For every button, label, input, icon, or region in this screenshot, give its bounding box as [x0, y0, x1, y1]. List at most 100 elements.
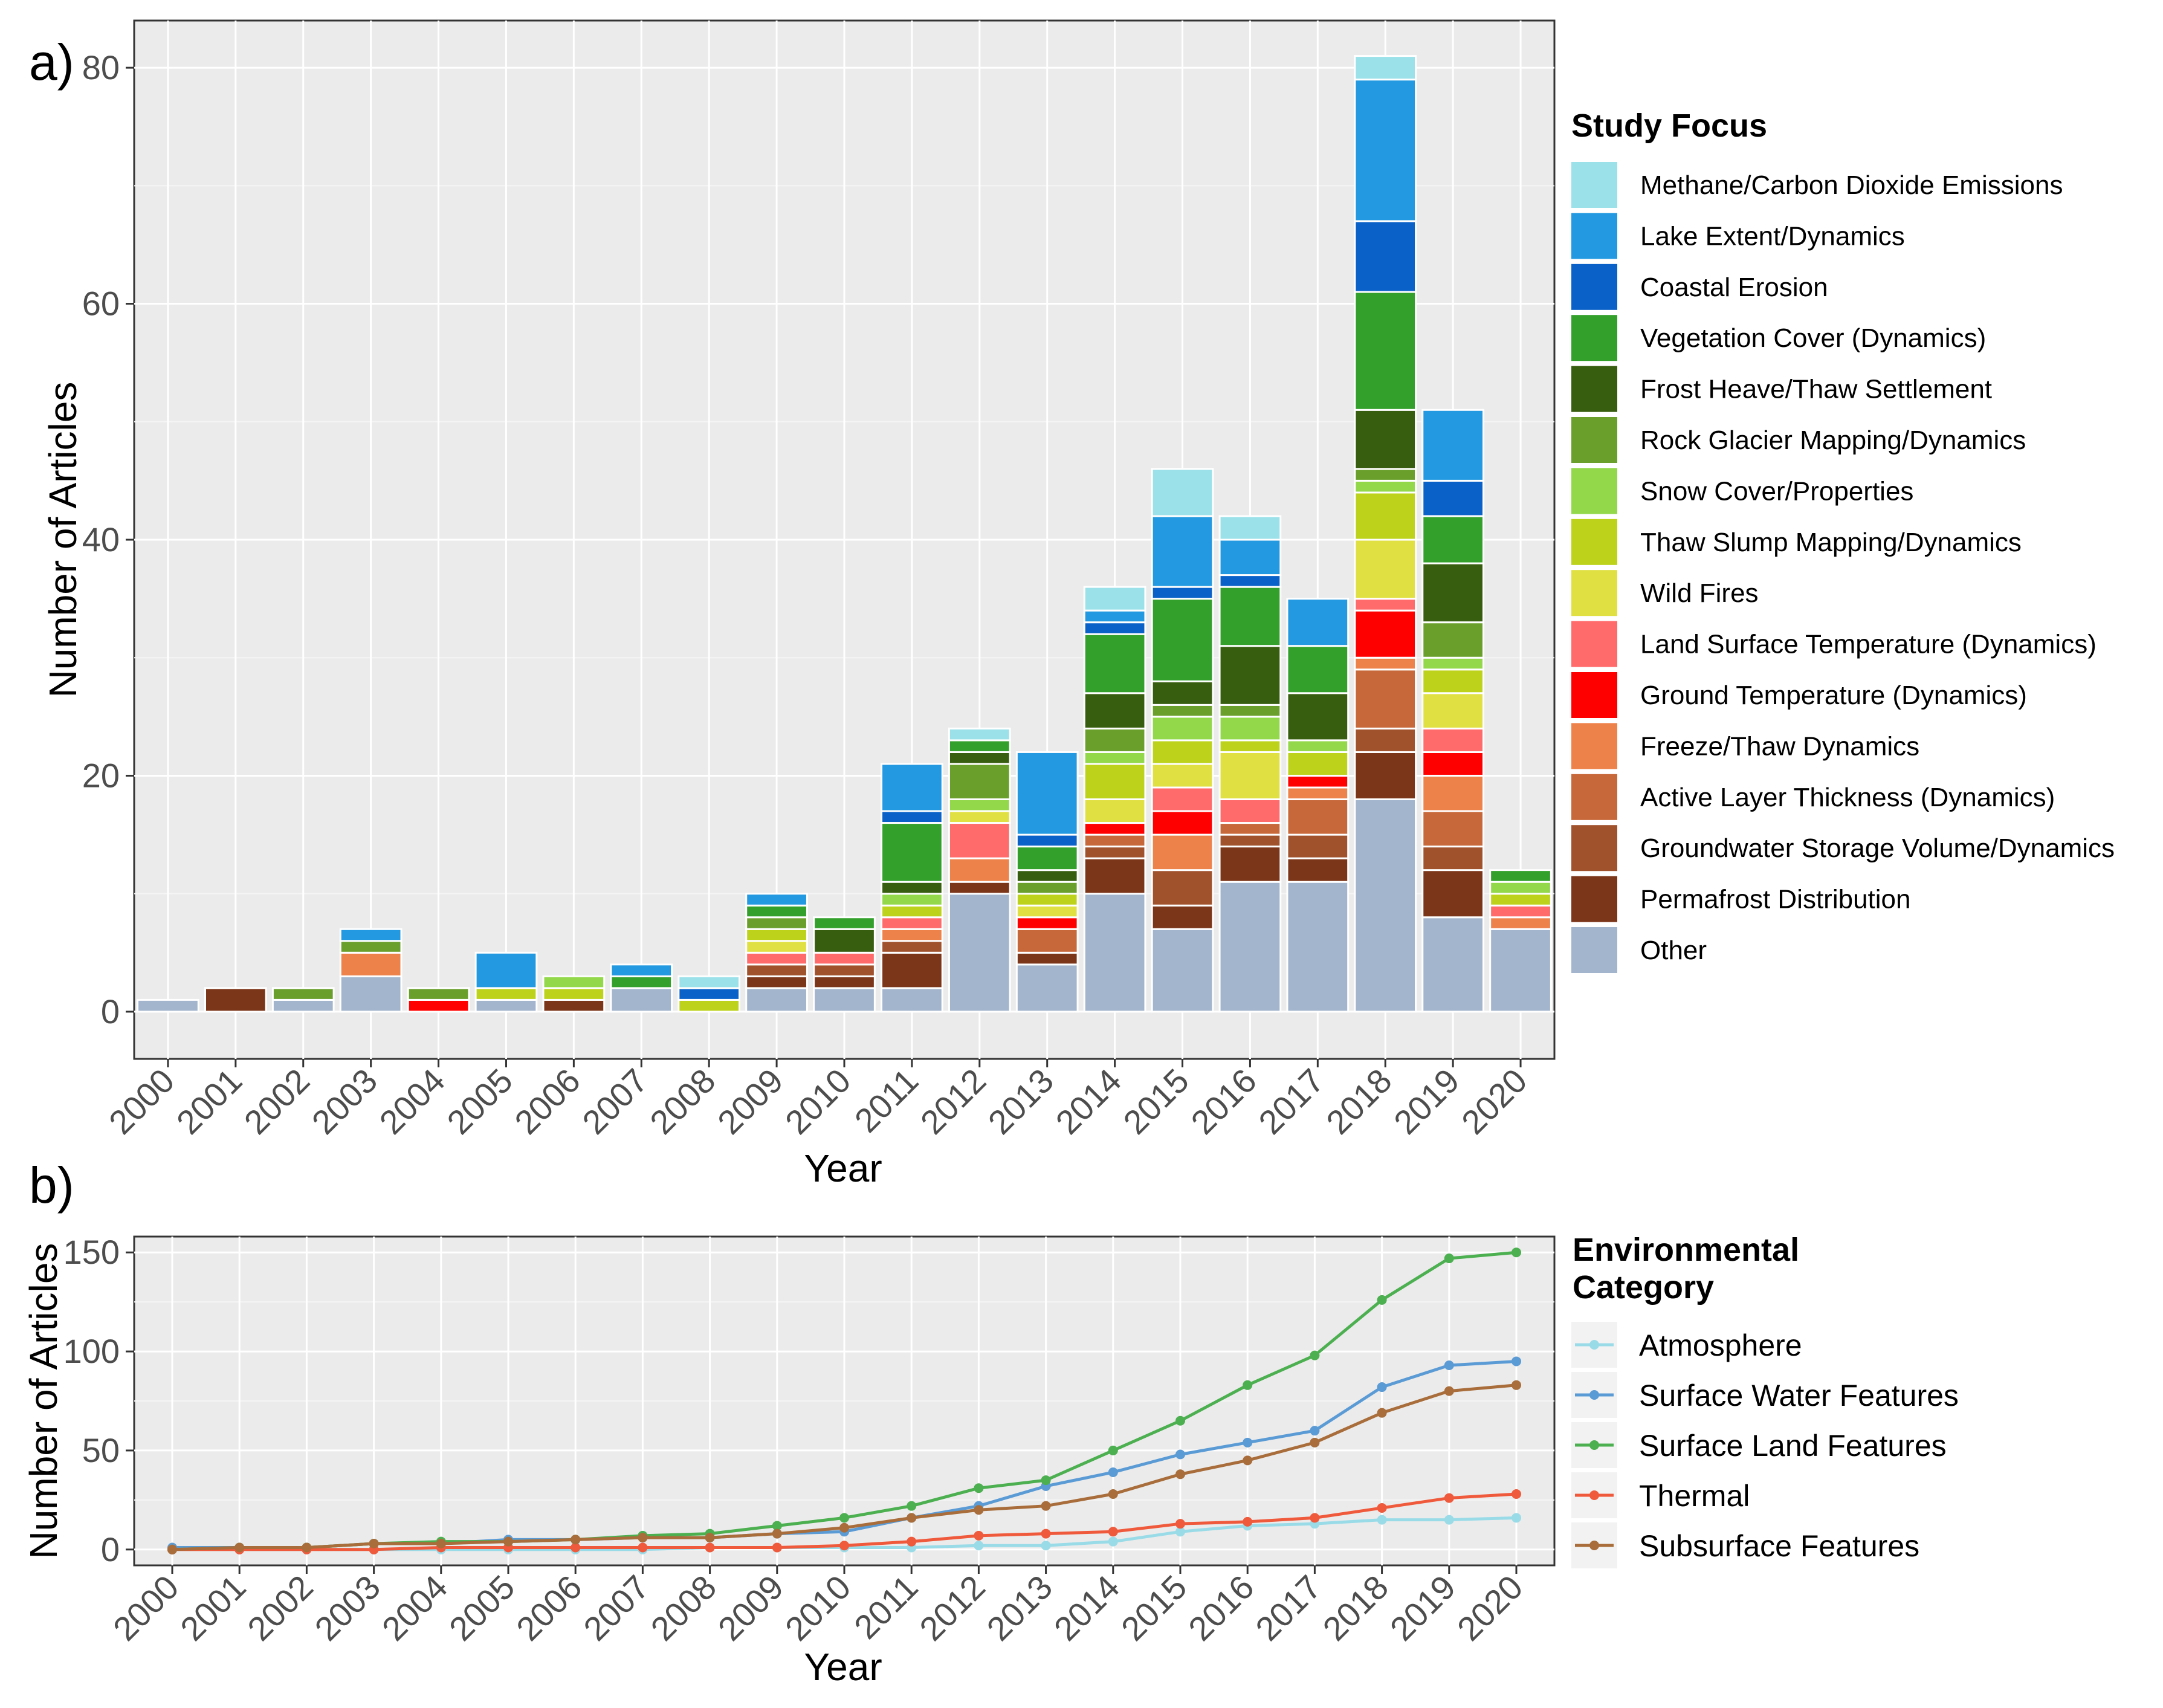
legend-swatch-wild-fires: [1571, 570, 1617, 616]
bar-segment-2019-frost-heave-thaw-settlement: [1421, 562, 1484, 624]
legend-label-vegetation-cover-dynamics: Vegetation Cover (Dynamics): [1640, 323, 1986, 353]
bar-segment-2010-frost-heave-thaw-settlement: [813, 928, 876, 954]
bar-segment-2019-lake-extent-dynamics: [1421, 409, 1484, 482]
point-surface-water-features-2014: [1108, 1467, 1118, 1477]
bar-segment-2011-coastal-erosion: [881, 810, 943, 824]
bar-segment-2004-rock-glacier-mapping-dynamics: [407, 987, 470, 1001]
point-subsurface-features-2001: [234, 1542, 245, 1553]
legend-label-snow-cover-properties: Snow Cover/Properties: [1640, 476, 1913, 506]
bar-segment-2010-other: [813, 987, 876, 1013]
point-thermal-2006: [571, 1542, 581, 1553]
point-subsurface-features-2013: [1041, 1501, 1051, 1511]
bar-segment-2018-vegetation-cover-dynamics: [1354, 291, 1417, 411]
bar-segment-2014-methane-carbon-dioxide-emissions: [1083, 586, 1146, 612]
bar-segment-2018-wild-fires: [1354, 539, 1417, 600]
bar-segment-2017-frost-heave-thaw-settlement: [1286, 692, 1350, 742]
panel-b-y-tick-label: 150: [63, 1233, 120, 1271]
panel-b-y-tick-label: 50: [82, 1431, 120, 1469]
bar-segment-2012-methane-carbon-dioxide-emissions: [948, 727, 1011, 742]
legend-point-atmosphere: [1589, 1340, 1599, 1350]
bar-segment-2017-freeze-thaw-dynamics: [1286, 786, 1350, 801]
panel-b-y-tick-label: 0: [101, 1530, 120, 1568]
legend-label-ground-temperature-dynamics: Ground Temperature (Dynamics): [1640, 681, 2027, 710]
bar-segment-2015-methane-carbon-dioxide-emissions: [1151, 468, 1214, 517]
panel-a-y-tick-label: 0: [101, 992, 120, 1030]
bar-segment-2011-vegetation-cover-dynamics: [881, 822, 943, 883]
bar-segment-2013-frost-heave-thaw-settlement: [1015, 869, 1079, 883]
point-subsurface-features-2000: [167, 1544, 177, 1554]
bar-segment-2018-other: [1354, 798, 1417, 1013]
point-subsurface-features-2010: [839, 1522, 849, 1533]
legend-label-surface-water-features: Surface Water Features: [1639, 1379, 1959, 1412]
panel-b-legend: Environmental Category Atmosphere Surface…: [1571, 1232, 1959, 1568]
bar-segment-2012-wild-fires: [948, 810, 1011, 824]
legend-label-permafrost-distribution: Permafrost Distribution: [1640, 885, 1910, 914]
bar-segment-2017-other: [1286, 881, 1350, 1013]
bar-segment-2006-thaw-slump-mapping-dynamics: [542, 987, 606, 1001]
bar-segment-2018-lake-extent-dynamics: [1354, 79, 1417, 222]
bar-segment-2015-vegetation-cover-dynamics: [1151, 598, 1214, 682]
bar-segment-2005-lake-extent-dynamics: [474, 951, 538, 989]
bar-segment-2014-other: [1083, 893, 1146, 1013]
panel-a-y-tick-label: 60: [82, 285, 120, 323]
point-surface-water-features-2018: [1377, 1382, 1387, 1393]
bar-segment-2002-other: [271, 998, 335, 1013]
point-atmosphere-2014: [1108, 1536, 1118, 1547]
point-thermal-2010: [839, 1541, 849, 1551]
bar-segment-2017-active-layer-thickness-dynamics: [1286, 798, 1350, 836]
point-surface-land-features-2020: [1512, 1247, 1521, 1258]
bar-segment-2016-snow-cover-properties: [1218, 716, 1282, 742]
bar-segment-2015-ground-temperature-dynamics: [1151, 810, 1214, 836]
bar-segment-2013-coastal-erosion: [1015, 833, 1079, 848]
bar-segment-2019-snow-cover-properties: [1421, 656, 1484, 671]
bar-segment-2003-freeze-thaw-dynamics: [339, 951, 403, 977]
legend-swatch-vegetation-cover-dynamics: [1571, 315, 1617, 361]
point-subsurface-features-2015: [1175, 1469, 1185, 1480]
panel-b-legend-title-line-1: Environmental: [1573, 1232, 1799, 1268]
point-surface-land-features-2010: [839, 1513, 849, 1523]
point-thermal-2017: [1310, 1513, 1320, 1523]
point-subsurface-features-2003: [369, 1538, 379, 1548]
bar-segment-2019-vegetation-cover-dynamics: [1421, 515, 1484, 564]
bar-segment-2019-wild-fires: [1421, 692, 1484, 729]
bar-segment-2018-active-layer-thickness-dynamics: [1354, 668, 1417, 729]
point-subsurface-features-2012: [974, 1505, 984, 1515]
bar-segment-2016-lake-extent-dynamics: [1218, 539, 1282, 577]
legend-swatch-land-surface-temperature-dynamics: [1571, 621, 1617, 667]
panel-b-lines: [167, 1247, 1521, 1554]
legend-point-surface-water-features: [1589, 1390, 1599, 1400]
point-surface-land-features-2016: [1243, 1380, 1253, 1390]
point-thermal-2009: [772, 1542, 782, 1553]
bar-segment-2015-wild-fires: [1151, 763, 1214, 789]
point-thermal-2013: [1041, 1528, 1051, 1539]
point-subsurface-features-2020: [1512, 1380, 1521, 1390]
point-surface-land-features-2012: [974, 1483, 984, 1493]
point-surface-land-features-2015: [1175, 1415, 1185, 1426]
bar-segment-2018-permafrost-distribution: [1354, 751, 1417, 800]
legend-label-thermal: Thermal: [1639, 1479, 1750, 1513]
bar-segment-2009-land-surface-temperature-dynamics: [745, 951, 808, 966]
bar-segment-2012-rock-glacier-mapping-dynamics: [948, 763, 1011, 800]
bar-segment-2009-thaw-slump-mapping-dynamics: [745, 928, 808, 942]
bar-segment-2012-other: [948, 893, 1011, 1013]
bar-segment-2016-active-layer-thickness-dynamics: [1218, 822, 1282, 836]
panel-b-label: b): [29, 1157, 74, 1214]
bar-segment-2016-methane-carbon-dioxide-emissions: [1218, 515, 1282, 541]
panel-b-legend-title-line-2: Category: [1573, 1269, 1714, 1305]
legend-swatch-freeze-thaw-dynamics: [1571, 723, 1617, 769]
bar-segment-2019-active-layer-thickness-dynamics: [1421, 810, 1484, 848]
legend-point-surface-land-features: [1589, 1440, 1599, 1450]
point-atmosphere-2013: [1041, 1541, 1051, 1551]
legend-label-surface-land-features: Surface Land Features: [1639, 1429, 1947, 1463]
point-subsurface-features-2008: [705, 1533, 715, 1543]
bar-segment-2019-other: [1421, 916, 1484, 1013]
bar-segment-2014-snow-cover-properties: [1083, 751, 1146, 765]
bar-segment-2010-permafrost-distribution: [813, 975, 876, 989]
legend-label-methane-carbon-dioxide-emissions: Methane/Carbon Dioxide Emissions: [1640, 170, 2063, 200]
bar-segment-2016-land-surface-temperature-dynamics: [1218, 798, 1282, 824]
point-surface-land-features-2018: [1377, 1295, 1387, 1305]
bar-segment-2011-groundwater-storage-volume-dynamics: [881, 940, 943, 954]
bar-segment-2009-rock-glacier-mapping-dynamics: [745, 916, 808, 930]
